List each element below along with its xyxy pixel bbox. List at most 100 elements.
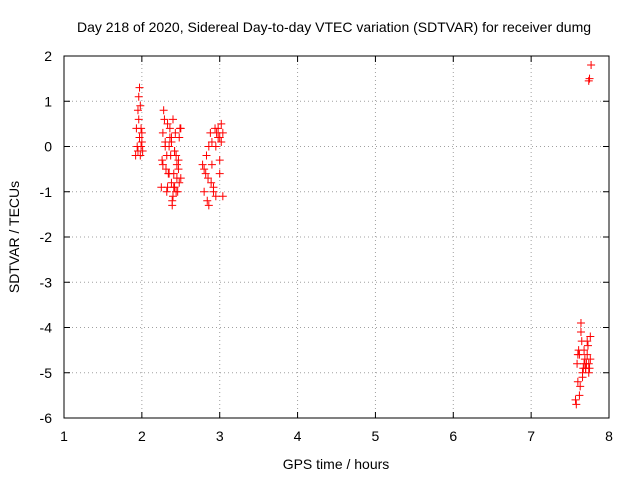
data-point xyxy=(214,124,223,133)
x-tick-label: 3 xyxy=(216,428,224,444)
data-point xyxy=(583,341,592,350)
data-point xyxy=(573,377,582,386)
data-point xyxy=(200,165,209,174)
data-point xyxy=(576,328,585,337)
data-point xyxy=(171,128,180,137)
data-point xyxy=(175,178,184,187)
data-point xyxy=(207,137,216,146)
data-point xyxy=(207,160,216,169)
data-point xyxy=(215,169,224,178)
data-point xyxy=(167,133,176,142)
data-point xyxy=(581,364,590,373)
data-point xyxy=(169,115,177,124)
data-point xyxy=(198,160,207,169)
data-point xyxy=(571,395,580,404)
data-point xyxy=(169,183,178,192)
data-point xyxy=(204,201,213,210)
data-point xyxy=(161,165,170,174)
data-point xyxy=(165,124,174,133)
data-point xyxy=(137,124,146,133)
y-axis-label: SDTVAR / TECUs xyxy=(6,181,22,293)
data-point xyxy=(134,92,143,101)
data-point xyxy=(158,156,167,165)
data-point xyxy=(176,174,185,183)
data-point xyxy=(133,106,142,115)
data-point xyxy=(217,137,226,146)
data-point xyxy=(138,147,147,156)
y-tick-label: -2 xyxy=(40,229,53,245)
data-point xyxy=(158,160,167,169)
x-tick-label: 6 xyxy=(449,428,457,444)
data-point xyxy=(176,124,185,133)
data-point xyxy=(170,147,179,156)
data-point xyxy=(174,156,183,165)
data-point xyxy=(204,142,213,151)
data-point xyxy=(575,391,584,400)
data-point xyxy=(583,337,592,346)
data-point xyxy=(172,151,181,160)
data-point xyxy=(586,355,595,364)
data-point xyxy=(165,169,174,178)
data-point xyxy=(218,192,227,201)
data-point xyxy=(575,350,584,359)
data-points xyxy=(131,61,596,409)
chart-title: Day 218 of 2020, Sidereal Day-to-day VTE… xyxy=(77,19,591,35)
y-tick-label: -3 xyxy=(40,274,53,290)
data-point xyxy=(576,318,585,327)
data-point xyxy=(136,101,145,110)
data-point xyxy=(584,359,593,368)
data-point xyxy=(218,128,227,137)
y-tick-label: -6 xyxy=(40,410,53,426)
x-tick-label: 1 xyxy=(60,428,68,444)
data-point xyxy=(175,133,184,142)
data-point xyxy=(161,142,170,151)
grid xyxy=(64,56,609,418)
x-axis-label: GPS time / hours xyxy=(283,456,390,472)
data-point xyxy=(169,192,177,201)
data-point xyxy=(137,142,146,151)
y-tick-label: 1 xyxy=(44,93,52,109)
data-point xyxy=(587,61,596,70)
data-point xyxy=(134,115,143,124)
data-point xyxy=(203,196,212,205)
data-point xyxy=(578,368,587,377)
y-tick-label: 0 xyxy=(44,139,52,155)
data-point xyxy=(209,187,218,196)
data-point xyxy=(160,115,169,124)
data-point xyxy=(585,74,594,83)
data-point xyxy=(584,76,593,85)
data-point xyxy=(168,196,177,205)
data-point xyxy=(135,83,144,92)
data-point xyxy=(159,106,168,115)
data-point xyxy=(163,119,172,128)
data-point xyxy=(137,137,146,146)
data-point xyxy=(162,187,171,196)
x-tick-label: 7 xyxy=(527,428,535,444)
data-point xyxy=(172,187,181,196)
data-point xyxy=(211,142,220,151)
data-point xyxy=(136,151,145,160)
x-tick-label: 8 xyxy=(605,428,613,444)
data-point xyxy=(211,192,220,201)
y-tick-label: 2 xyxy=(44,48,52,64)
data-point xyxy=(204,174,213,183)
data-point xyxy=(200,187,209,196)
data-point xyxy=(215,156,224,165)
data-point xyxy=(137,128,146,137)
y-tick-label: -4 xyxy=(40,320,53,336)
data-point xyxy=(583,350,592,359)
data-point xyxy=(217,119,226,128)
x-tick-label: 2 xyxy=(138,428,146,444)
y-tick-label: -5 xyxy=(40,365,53,381)
x-tick-label: 5 xyxy=(372,428,380,444)
data-point xyxy=(586,332,595,341)
data-point xyxy=(576,382,585,391)
data-point xyxy=(572,400,581,409)
x-tick-label: 4 xyxy=(294,428,302,444)
data-point xyxy=(207,178,216,187)
data-point xyxy=(172,160,181,169)
data-point xyxy=(158,128,167,137)
data-point xyxy=(174,165,183,174)
data-point xyxy=(201,169,210,178)
